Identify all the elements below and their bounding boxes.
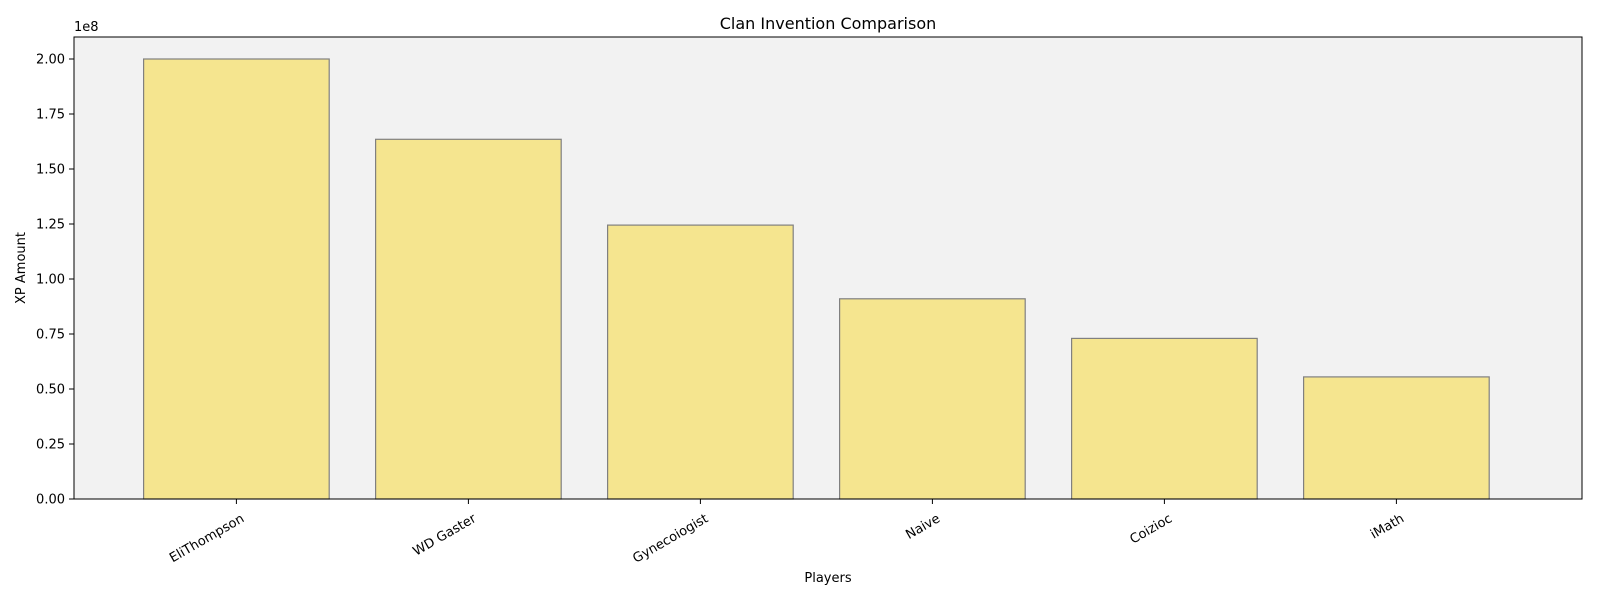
x-tick-label-4: Coizioc — [1127, 511, 1174, 547]
x-axis-label: Players — [804, 571, 851, 586]
x-tick-label-1: WD Gaster — [411, 511, 480, 559]
y-tick-label-4: 1.00 — [36, 273, 65, 288]
x-tick-label-3: Naive — [903, 511, 943, 542]
y-tick-label-5: 1.25 — [36, 218, 65, 233]
y-tick-label-1: 0.25 — [36, 438, 65, 453]
x-axis: EliThompson WD Gaster Gynecoiogist Naive Coi… — [167, 499, 1407, 567]
y-tick-label-8: 2.00 — [36, 53, 65, 68]
plot-frame — [73, 36, 1583, 500]
bars-group — [143, 58, 1490, 500]
y-tick-label-7: 1.75 — [36, 108, 65, 123]
y-tick-label-2: 0.50 — [36, 383, 65, 398]
bar-4 — [1070, 337, 1258, 500]
x-tick-label-0: EliThompson — [167, 511, 247, 566]
x-tick-label-5: iMath — [1368, 511, 1407, 542]
bar-0 — [143, 58, 330, 500]
y-tick-label-0: 0.00 — [36, 493, 65, 508]
y-tick-label-3: 0.75 — [36, 328, 65, 343]
chart-title: Clan Invention Comparison — [720, 14, 937, 33]
y-tick-label-6: 1.50 — [36, 163, 65, 178]
y-axis-label: XP Amount — [14, 232, 29, 304]
y-scale-label: 1e8 — [74, 20, 99, 35]
bar-1 — [375, 138, 562, 500]
bar-2 — [606, 224, 794, 500]
y-axis: 0.00 0.25 0.50 0.75 1.00 1.25 1.50 1.75 2.00 — [36, 53, 74, 508]
bar-5 — [1302, 376, 1490, 500]
x-tick-label-2: Gynecoiogist — [630, 511, 711, 566]
bar-3 — [838, 298, 1026, 500]
